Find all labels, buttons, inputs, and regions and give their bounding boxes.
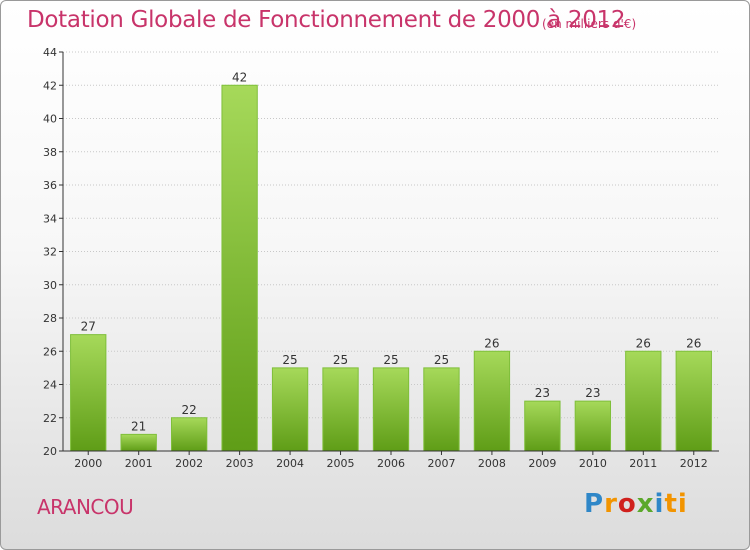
bar <box>170 417 208 452</box>
bar-value-label: 26 <box>484 336 499 350</box>
bar <box>625 350 662 452</box>
bar <box>574 400 612 452</box>
y-tick-label: 30 <box>43 279 57 292</box>
x-tick-label: 2001 <box>125 457 153 470</box>
bar <box>372 367 410 452</box>
bar-value-label: 26 <box>686 336 701 350</box>
y-tick-label: 20 <box>43 445 57 458</box>
logo-letter: P <box>584 489 605 519</box>
y-tick-label: 24 <box>43 379 57 392</box>
y-tick-label: 44 <box>43 46 57 59</box>
x-tick-label: 2011 <box>629 457 657 470</box>
y-tick-label: 36 <box>43 179 57 192</box>
bar-value-label: 22 <box>182 403 197 417</box>
x-tick-label: 2006 <box>377 457 405 470</box>
bar <box>221 84 258 452</box>
commune-name: ARANCOU <box>37 495 134 519</box>
x-tick-label: 2005 <box>327 457 355 470</box>
y-tick-label: 38 <box>43 146 57 159</box>
bar <box>322 367 359 452</box>
logo-letter: r <box>604 489 618 519</box>
bar-value-label: 42 <box>232 70 247 84</box>
y-tick-label: 40 <box>43 113 57 126</box>
logo-letter: i <box>654 489 665 519</box>
logo-letter: x <box>636 489 655 519</box>
x-tick-label: 2002 <box>175 457 203 470</box>
x-tick-label: 2004 <box>276 457 304 470</box>
bar <box>423 367 460 452</box>
bar <box>675 350 712 452</box>
x-tick-label: 2008 <box>478 457 506 470</box>
y-tick-label: 32 <box>43 246 57 259</box>
bar-value-label: 27 <box>81 320 96 334</box>
x-tick-label: 2009 <box>528 457 556 470</box>
axes <box>59 51 719 455</box>
x-tick-label: 2010 <box>579 457 607 470</box>
bar-value-label: 25 <box>282 353 297 367</box>
y-tick-label: 26 <box>43 345 57 358</box>
logo-letter: o <box>617 489 637 519</box>
y-tick-label: 34 <box>43 212 57 225</box>
x-tick-label: 2003 <box>226 457 254 470</box>
y-tick-label: 42 <box>43 79 57 92</box>
bar-value-label: 25 <box>383 353 398 367</box>
logo-letter: ti <box>664 489 688 519</box>
chart-title: Dotation Globale de Fonctionnement de 20… <box>27 7 626 33</box>
bar <box>271 367 309 452</box>
bar <box>524 400 561 452</box>
bar-value-label: 25 <box>434 353 449 367</box>
y-tick-label: 28 <box>43 312 57 325</box>
x-tick-label: 2007 <box>427 457 455 470</box>
proxiti-logo[interactable]: Proxiti <box>584 489 688 519</box>
labels: 20 22 24 26 28 30 32 34 36 38 40 42 44 27 2000 21 2001 22… <box>43 46 708 470</box>
bar <box>70 334 107 452</box>
bar-value-label: 21 <box>131 419 146 433</box>
chart-unit-label: (en milliers d'€) <box>542 17 637 31</box>
bar-value-label: 26 <box>636 336 651 350</box>
bar-value-label: 23 <box>535 386 550 400</box>
bar-value-label: 25 <box>333 353 348 367</box>
y-tick-label: 22 <box>43 412 57 425</box>
bar <box>120 433 157 452</box>
bar <box>473 350 511 452</box>
bar-value-label: 23 <box>585 386 600 400</box>
x-tick-label: 2012 <box>680 457 708 470</box>
bars <box>70 84 712 452</box>
x-tick-label: 2000 <box>74 457 102 470</box>
